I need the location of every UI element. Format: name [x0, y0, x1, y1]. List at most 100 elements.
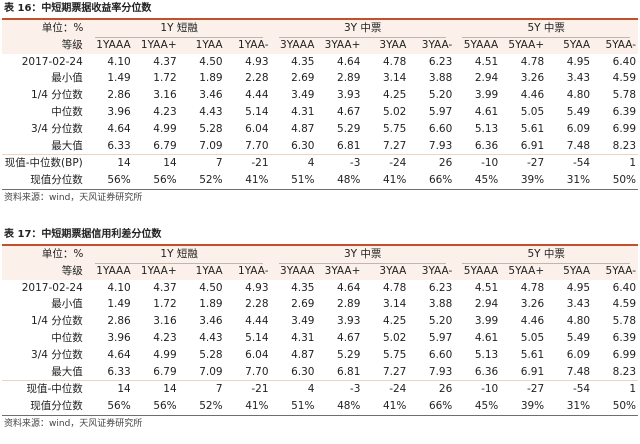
- column-header: 1YAA-: [238, 264, 269, 277]
- group-header: 1Y 短融: [87, 20, 271, 38]
- table-cell: 26: [438, 157, 453, 170]
- table-cell: 4.99: [153, 122, 177, 135]
- table-row: 最大值 6.33 6.79 7.09 7.70 6.30 6.81 7.27 7.93 6.36 6…: [2, 364, 638, 381]
- table-row: 中位数 3.96 4.23 4.43 5.14 4.31 4.67 5.02 5.97 4.61 5…: [2, 330, 638, 347]
- table-cell: 5.97: [428, 331, 453, 344]
- table-cell: -3: [349, 383, 361, 396]
- column-header: 1YAAA: [96, 264, 131, 277]
- table-cell: 14: [117, 157, 131, 170]
- table-cell: 8.23: [612, 139, 637, 152]
- table-cell: 4: [307, 383, 315, 396]
- table-cell: 6.23: [428, 281, 453, 294]
- table-cell: 6.79: [153, 139, 177, 152]
- table-row: 1/4 分位数 2.86 3.16 3.46 4.44 3.49 3.93 4.25 5.20 3…: [2, 313, 638, 330]
- table-cell: 6.40: [612, 281, 637, 294]
- column-header-row: 等级 1YAAA 1YAA+ 1YAA 1YAA- 3YAAA 3YAA+ 3YAA 3YAA-…: [2, 36, 638, 54]
- table-cell: 4.64: [337, 55, 361, 68]
- table-cell: 4.80: [566, 89, 591, 102]
- table-cell: 4.64: [107, 122, 131, 135]
- table-cell: 5.75: [382, 348, 407, 361]
- table-cell: 4.64: [107, 348, 131, 361]
- table-cell: 6.04: [245, 348, 269, 361]
- row-label: 2017-02-24: [21, 55, 83, 68]
- row-label: 3/4 分位数: [31, 348, 83, 361]
- table-cell: 2.89: [337, 72, 361, 85]
- table-cell: 4.93: [245, 281, 269, 294]
- table-cell: 56%: [107, 400, 131, 413]
- column-header-row: 等级 1YAAA 1YAA+ 1YAA 1YAA- 3YAAA 3YAA+ 3YAA 3YAA-…: [2, 262, 638, 280]
- table-cell: 1.49: [107, 298, 131, 311]
- table-cell: 6.79: [153, 365, 177, 378]
- table-row: 现值-中位数 14 14 7 -21 4 -3 -24 26 -10 -27 -54 1: [2, 380, 638, 398]
- column-header: 1YAA: [195, 264, 223, 277]
- group-header-row: 单位：% 1Y 短融 3Y 中票 5Y 中票: [2, 20, 638, 38]
- table-cell: 4.44: [245, 89, 269, 102]
- table-cell: 6.36: [474, 139, 499, 152]
- table-cell: 2.28: [245, 298, 269, 311]
- table-cell: 66%: [428, 174, 453, 187]
- table-cell: 4.10: [107, 55, 131, 68]
- table-block-17: 表 17：中短期票据信用利差分位数 单位：% 1Y 短融 3Y 中票 5Y 中票 等级 1Y…: [0, 226, 640, 432]
- column-header: 1YAA+: [140, 38, 177, 51]
- table-cell: 6.30: [291, 365, 315, 378]
- table-cell: 6.91: [520, 365, 545, 378]
- table-cell: 3.93: [337, 315, 361, 328]
- table-cell: -10: [481, 157, 499, 170]
- table-cell: 6.39: [612, 105, 637, 118]
- table-row: 中位数 3.96 4.23 4.43 5.14 4.31 4.67 5.02 5.97 4.61 5…: [2, 104, 638, 121]
- row-label: 中位数: [51, 331, 83, 344]
- table-cell: 5.14: [245, 331, 269, 344]
- column-header: 1YAA-: [238, 38, 269, 51]
- table-cell: 5.78: [612, 315, 637, 328]
- table-cell: 3.14: [382, 298, 407, 311]
- table-cell: 6.23: [428, 55, 453, 68]
- column-header: 5YAAA: [463, 264, 499, 277]
- table-cell: 6.09: [566, 122, 591, 135]
- table-cell: 7.48: [566, 365, 591, 378]
- row-label: 现值-中位数(BP): [4, 157, 83, 170]
- group-header-row: 单位：% 1Y 短融 3Y 中票 5Y 中票: [2, 246, 638, 264]
- table-cell: 4.87: [291, 122, 315, 135]
- table-cell: 6.99: [612, 348, 637, 361]
- table-cell: -54: [572, 383, 591, 396]
- table-cell: 5.78: [612, 89, 637, 102]
- group-header-label: 3Y 中票: [343, 248, 382, 260]
- table-cell: -3: [349, 157, 361, 170]
- table-cell: 4.44: [245, 315, 269, 328]
- table-cell: 4.25: [382, 315, 407, 328]
- grade-label: 等级: [61, 38, 83, 51]
- table-cell: 3.93: [337, 89, 361, 102]
- table-cell: 4.51: [474, 281, 499, 294]
- table-cell: 4.46: [520, 315, 545, 328]
- table-cell: 48%: [337, 400, 361, 413]
- table-cell: 3.16: [153, 315, 177, 328]
- group-underline: [95, 262, 263, 264]
- table-row: 最小值 1.49 1.72 1.89 2.28 2.69 2.89 3.14 3.88 2.94 3…: [2, 70, 638, 87]
- table-caption: 表 17：中短期票据信用利差分位数: [4, 229, 162, 240]
- table-cell: 2.86: [107, 89, 131, 102]
- table-cell: 5.29: [337, 122, 361, 135]
- table-cell: 4.67: [337, 331, 361, 344]
- data-table: 单位：% 1Y 短融 3Y 中票 5Y 中票 等级 1YAAA 1YAA+ 1YAA 1YAA-…: [2, 18, 638, 190]
- row-label: 1/4 分位数: [31, 89, 83, 102]
- table-cell: 5.61: [520, 122, 545, 135]
- table-cell: -21: [251, 383, 269, 396]
- row-label: 3/4 分位数: [31, 122, 83, 135]
- table-cell: 6.40: [612, 55, 637, 68]
- table-row: 3/4 分位数 4.64 4.99 5.28 6.04 4.87 5.29 5.75 6.60 5…: [2, 121, 638, 138]
- table-cell: 5.49: [566, 331, 591, 344]
- table-cell: 2.69: [291, 298, 315, 311]
- group-header-label: 3Y 中票: [343, 22, 382, 34]
- table-cell: 7.70: [245, 139, 269, 152]
- table-block-16: 表 16：中短期票据收益率分位数 单位：% 1Y 短融 3Y 中票 5Y 中票 等级 1YA…: [0, 0, 640, 206]
- column-header: 5YAA+: [508, 38, 545, 51]
- table-cell: 51%: [291, 174, 315, 187]
- column-header: 3YAAA: [280, 264, 315, 277]
- table-cell: 5.28: [199, 122, 223, 135]
- group-underline: [462, 36, 630, 38]
- table-cell: 5.05: [520, 331, 545, 344]
- table-cell: 5.28: [199, 348, 223, 361]
- table-caption: 表 16：中短期票据收益率分位数: [4, 3, 152, 14]
- row-label: 现值-中位数: [26, 383, 83, 396]
- table-row: 现值-中位数(BP) 14 14 7 -21 4 -3 -24 26 -10 -27 -54 1: [2, 154, 638, 172]
